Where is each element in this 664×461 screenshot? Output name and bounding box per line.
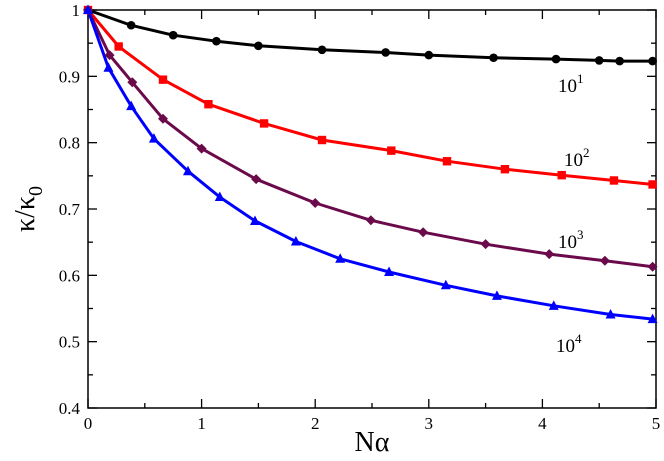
data-point: [384, 266, 395, 277]
data-point: [605, 308, 616, 319]
data-point: [647, 313, 658, 324]
data-point: [615, 56, 624, 66]
data-point: [103, 62, 114, 72]
data-point: [424, 50, 434, 60]
data-point: [480, 239, 491, 250]
data-point: [254, 41, 263, 51]
data-point: [500, 165, 510, 174]
y-tick-label: 0.7: [59, 200, 81, 219]
data-point: [83, 4, 93, 14]
x-tick-label: 3: [425, 414, 434, 433]
y-axis-label: κ/κ0: [10, 186, 47, 232]
data-point: [310, 198, 321, 209]
series-label-base: 10: [556, 336, 575, 357]
data-point: [442, 157, 452, 166]
series-label-2: 102: [564, 145, 590, 171]
data-point: [168, 30, 178, 40]
data-point: [214, 191, 225, 202]
data-point: [647, 261, 658, 272]
x-tick-label: 1: [197, 414, 206, 433]
data-point: [182, 165, 193, 176]
y-tick-label: 0.5: [59, 333, 80, 352]
data-point: [259, 119, 269, 128]
y-axis-label-main: κ/κ: [10, 196, 41, 232]
series-label-1: 101: [558, 71, 584, 97]
series-line-3: [86, 9, 653, 269]
data-point: [148, 133, 159, 143]
data-point: [594, 56, 604, 65]
data-point: [249, 215, 260, 225]
series-line-2: [86, 9, 653, 186]
y-axis-label-subscript: 0: [25, 186, 47, 196]
data-point: [648, 56, 657, 66]
data-point: [551, 54, 561, 64]
data-point: [196, 143, 207, 154]
data-point: [212, 36, 221, 46]
series-label-4: 104: [556, 331, 582, 357]
series-markers: [83, 4, 658, 324]
data-point: [114, 42, 123, 51]
data-point: [335, 253, 346, 263]
series-label-exponent: 3: [577, 227, 584, 242]
tick-labels: 0 1 2 3 4 5 0.4 0.5 0.6 0.7 0.8 0.9 1: [59, 1, 661, 433]
data-point: [387, 146, 396, 155]
y-tick-label: 0.6: [59, 266, 80, 285]
data-point: [544, 249, 555, 260]
y-tick-label: 0.4: [59, 399, 81, 418]
series-label-3: 103: [558, 227, 584, 253]
series-label-exponent: 2: [583, 145, 590, 160]
x-tick-label: 4: [538, 414, 547, 433]
data-point: [127, 77, 138, 88]
data-point: [126, 100, 137, 111]
data-point: [365, 215, 376, 226]
axis-ticks: [87, 9, 657, 409]
data-point: [440, 279, 451, 290]
x-tick-label: 2: [311, 414, 320, 433]
y-tick-label: 1: [72, 1, 81, 20]
y-tick-label: 0.8: [59, 134, 80, 153]
data-point: [157, 113, 168, 124]
data-point: [317, 135, 327, 145]
series-label-base: 10: [558, 232, 577, 253]
data-point: [381, 48, 390, 57]
data-point: [204, 99, 213, 109]
data-point: [317, 45, 327, 55]
data-point: [251, 174, 262, 185]
data-point: [158, 75, 168, 84]
series-label-exponent: 4: [575, 331, 582, 346]
x-tick-label: 5: [652, 414, 661, 433]
data-point: [599, 255, 610, 266]
data-point: [418, 227, 429, 238]
data-point: [489, 53, 498, 63]
data-point: [557, 170, 566, 180]
data-point: [648, 180, 657, 189]
data-point: [491, 290, 502, 300]
data-point: [126, 20, 136, 30]
data-point: [290, 236, 301, 246]
y-tick-label: 0.9: [59, 67, 80, 86]
series-label-base: 10: [558, 76, 577, 97]
series-label-exponent: 1: [577, 71, 584, 86]
x-tick-label: 0: [84, 414, 93, 433]
data-point: [104, 50, 115, 61]
series-label-base: 10: [564, 150, 583, 171]
data-point: [548, 300, 559, 310]
data-point: [609, 176, 619, 185]
x-axis-label: Nα: [355, 427, 390, 458]
